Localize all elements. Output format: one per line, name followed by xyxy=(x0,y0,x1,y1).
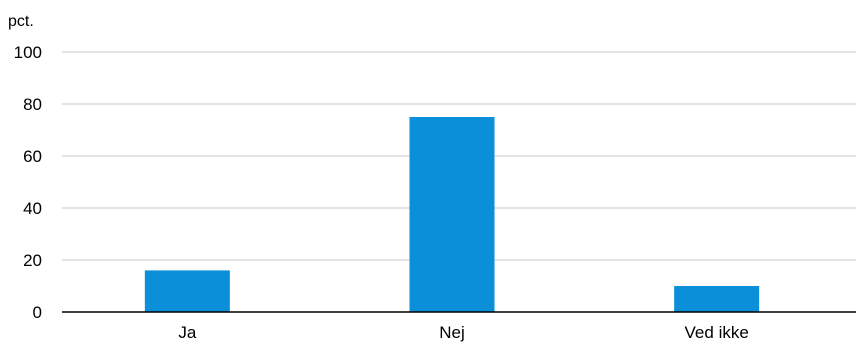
y-axis-unit-label: pct. xyxy=(8,13,34,30)
x-tick-label: Ved ikke xyxy=(685,323,749,342)
x-tick-labels: Ja Nej Ved ikke xyxy=(178,323,748,342)
x-tick-label: Ja xyxy=(178,323,197,342)
y-tick-label: 100 xyxy=(14,43,42,62)
y-tick-label: 20 xyxy=(23,251,42,270)
x-tick-label: Nej xyxy=(439,323,465,342)
bar-nej xyxy=(409,117,495,312)
bar-ja xyxy=(144,270,230,312)
y-tick-labels: 0 20 40 60 80 100 xyxy=(14,43,42,322)
y-tick-label: 40 xyxy=(23,199,42,218)
y-tick-label: 0 xyxy=(33,303,42,322)
bars xyxy=(144,117,760,312)
bar-ved-ikke xyxy=(674,286,760,312)
y-tick-label: 60 xyxy=(23,147,42,166)
y-tick-label: 80 xyxy=(23,95,42,114)
